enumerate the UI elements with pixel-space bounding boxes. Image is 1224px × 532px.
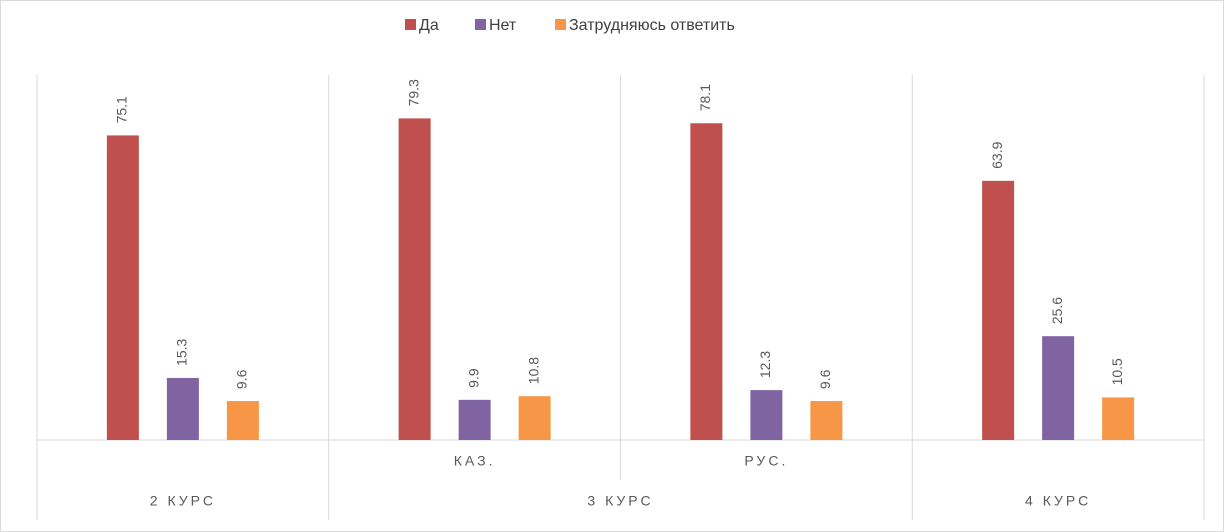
data-label: 25.6 bbox=[1049, 297, 1065, 324]
x-tick-label: РУС. bbox=[744, 453, 788, 469]
bar bbox=[398, 118, 431, 441]
bar bbox=[810, 401, 843, 440]
data-label: 9.6 bbox=[817, 369, 833, 389]
legend-label: Нет bbox=[489, 17, 517, 34]
bar bbox=[166, 377, 199, 440]
data-label: 10.5 bbox=[1109, 358, 1125, 385]
group-label: 2 КУРС bbox=[150, 493, 216, 509]
data-label: 79.3 bbox=[405, 79, 421, 106]
legend-label: Затрудняюсь ответить bbox=[569, 17, 735, 34]
data-label: 15.3 bbox=[174, 338, 190, 365]
bar bbox=[982, 180, 1015, 440]
x-tick-label: КАЗ. bbox=[454, 453, 496, 469]
data-label: 10.8 bbox=[525, 357, 541, 384]
data-label: 12.3 bbox=[757, 351, 773, 378]
data-label: 9.6 bbox=[234, 369, 250, 389]
bar bbox=[1102, 397, 1135, 440]
data-label: 63.9 bbox=[989, 141, 1005, 168]
data-label: 75.1 bbox=[114, 96, 130, 123]
group-label: 3 КУРС bbox=[587, 493, 653, 509]
group-label: 4 КУРС bbox=[1025, 493, 1091, 509]
bar bbox=[458, 399, 491, 440]
bar bbox=[518, 396, 551, 440]
legend-swatch bbox=[555, 19, 566, 30]
bar bbox=[1042, 336, 1075, 440]
data-label: 9.9 bbox=[465, 368, 481, 388]
bar bbox=[690, 123, 723, 440]
bar bbox=[226, 401, 259, 440]
legend-swatch bbox=[475, 19, 486, 30]
data-label: 78.1 bbox=[697, 84, 713, 111]
bar bbox=[106, 135, 139, 440]
legend-swatch bbox=[405, 19, 416, 30]
legend-label: Да bbox=[419, 17, 439, 34]
bar bbox=[750, 390, 783, 440]
